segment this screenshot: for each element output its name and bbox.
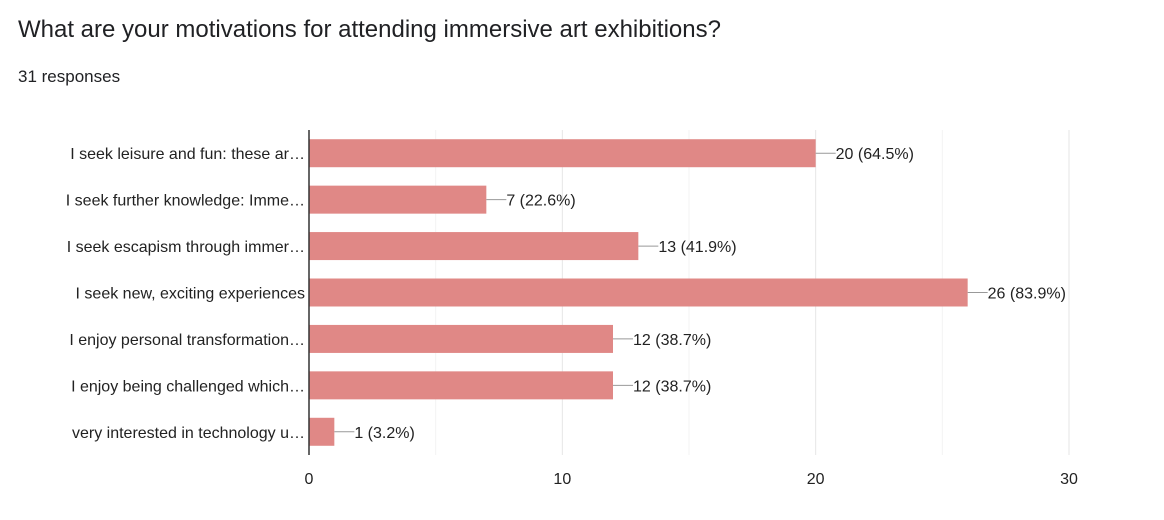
chart-title: What are your motivations for attending … <box>18 16 721 43</box>
bar <box>309 324 613 353</box>
x-tick-label: 20 <box>807 471 825 488</box>
category-label: I seek escapism through immer… <box>67 239 305 256</box>
category-label: I seek further knowledge: Imme… <box>66 193 305 210</box>
data-label: 26 (83.9%) <box>988 286 1066 303</box>
bar <box>309 185 487 214</box>
data-label: 13 (41.9%) <box>658 239 736 256</box>
data-label: 1 (3.2%) <box>354 425 414 442</box>
x-tick-label: 10 <box>553 471 571 488</box>
category-label: I seek new, exciting experiences <box>76 286 305 303</box>
bar <box>309 371 613 400</box>
category-label: I enjoy being challenged which… <box>71 378 305 395</box>
data-label: 7 (22.6%) <box>506 193 575 210</box>
bar <box>309 232 639 261</box>
bar <box>309 417 335 446</box>
bar <box>309 278 968 307</box>
category-label: I seek leisure and fun: these ar… <box>70 146 305 163</box>
bar <box>309 139 816 168</box>
response-count: 31 responses <box>18 67 121 86</box>
x-tick-label: 0 <box>305 471 314 488</box>
category-label: I enjoy personal transformation… <box>69 332 305 349</box>
data-label: 20 (64.5%) <box>836 146 914 163</box>
data-label: 12 (38.7%) <box>633 378 711 395</box>
x-tick-label: 30 <box>1060 471 1078 488</box>
data-label: 12 (38.7%) <box>633 332 711 349</box>
category-label: very interested in technology u… <box>72 425 305 442</box>
